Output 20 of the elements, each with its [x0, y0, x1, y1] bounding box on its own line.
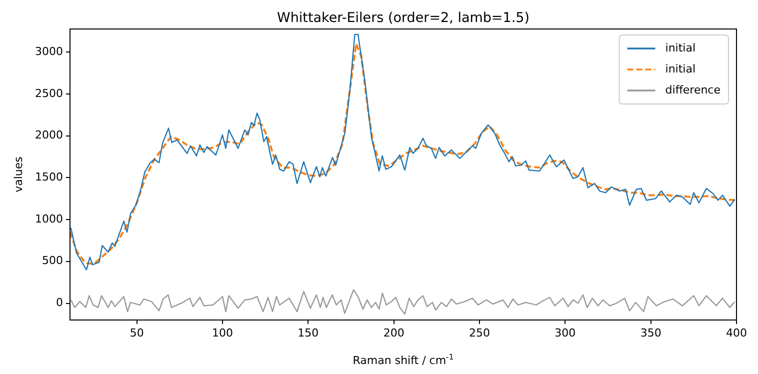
x-tick-label: 400	[726, 326, 747, 340]
y-tick-label: 2000	[35, 128, 63, 142]
x-tick-label: 150	[298, 326, 319, 340]
x-tick-label: 300	[554, 326, 576, 340]
x-tick-label: 200	[383, 326, 404, 340]
y-tick-label: 3000	[35, 44, 63, 58]
y-tick-label: 500	[42, 254, 63, 268]
legend-label: difference	[665, 83, 721, 96]
y-axis-title: values	[12, 156, 25, 192]
x-tick-label: 50	[130, 326, 144, 340]
y-tick-label: 1500	[35, 170, 63, 184]
legend-label: initial	[665, 41, 696, 54]
y-tick-label: 0	[56, 296, 63, 310]
x-tick-label: 100	[212, 326, 233, 340]
y-tick-label: 2500	[35, 86, 63, 100]
x-tick-label: 350	[640, 326, 662, 340]
legend-label: initial	[665, 62, 696, 76]
x-tick-label: 250	[468, 326, 490, 340]
y-tick-label: 1000	[35, 212, 63, 226]
chart-title: Whittaker-Eilers (order=2, lamb=1.5)	[277, 10, 530, 26]
